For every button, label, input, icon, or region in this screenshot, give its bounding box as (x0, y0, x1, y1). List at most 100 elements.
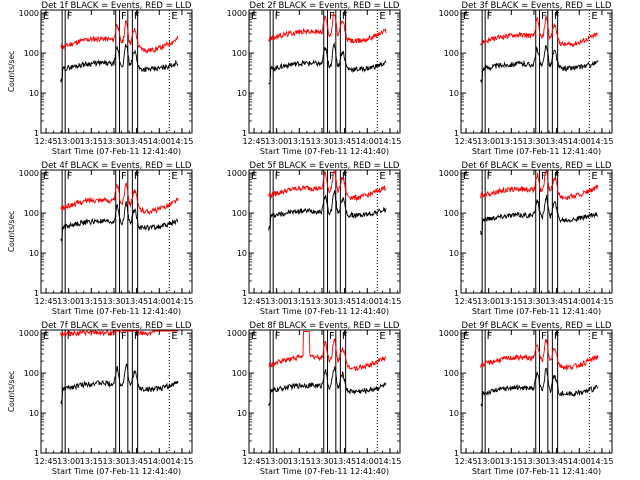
y-tick-label: 100 (232, 369, 247, 378)
x-tick-label: 14:15 (378, 297, 401, 306)
x-axis-label: Start Time (07-Feb-11 12:41:40) (52, 467, 181, 476)
flare-marker-label: F (134, 331, 140, 342)
y-tick-label: 10 (237, 89, 247, 98)
panel-det-8: Det 8f BLACK = Events, RED = LLD 1 10 100 10… (227, 321, 402, 476)
lld-series-line (480, 170, 599, 201)
x-tick-label: 14:15 (170, 137, 193, 146)
flare-marker-label: F (554, 171, 560, 182)
plot-frame (460, 329, 613, 454)
x-tick-label: 12:45 (242, 457, 265, 466)
y-tick-label: 100 (444, 369, 459, 378)
x-tick-label: 14:00 (568, 137, 591, 146)
flare-marker-label: F (554, 331, 560, 342)
flare-marker-label: F (342, 11, 348, 22)
y-tick-label: 100 (24, 209, 39, 218)
flare-marker-label: F (121, 171, 127, 182)
y-tick-label: 10 (449, 89, 459, 98)
x-tick-label: 12:45 (242, 297, 265, 306)
x-tick-label: 12:45 (34, 457, 57, 466)
x-tick-label: 14:00 (356, 137, 379, 146)
flare-marker-label: F (67, 171, 73, 182)
x-axis-label: Start Time (07-Feb-11 12:41:40) (260, 307, 389, 316)
x-tick-label: 12:45 (454, 137, 477, 146)
x-tick-label: 13:00 (265, 137, 288, 146)
y-tick-label: 1 (34, 289, 39, 298)
y-axis-label: Counts/sec (7, 51, 16, 92)
events-series-line (480, 44, 599, 84)
x-tick-label: 13:45 (333, 297, 356, 306)
end-marker-label: E (171, 331, 177, 342)
x-tick-label: 13:30 (522, 137, 545, 146)
y-tick-label: 10 (449, 409, 459, 418)
plot-frame (40, 169, 193, 294)
x-tick-label: 13:00 (57, 137, 80, 146)
x-tick-label: 13:15 (288, 297, 311, 306)
start-marker-label: E (43, 331, 49, 342)
x-tick-label: 12:45 (242, 137, 265, 146)
panel-det-9: Det 9f BLACK = Events, RED = LLD 1 10 100 10… (439, 321, 614, 476)
lld-series-line (268, 12, 387, 44)
x-tick-label: 14:15 (170, 297, 193, 306)
plot-frame (40, 9, 193, 134)
flare-marker-label: F (275, 331, 281, 342)
x-tick-label: 13:00 (265, 297, 288, 306)
lld-series-line (268, 331, 387, 372)
panel-title: Det 1f BLACK = Events, RED = LLD (42, 1, 192, 11)
events-series-line (480, 367, 599, 408)
y-tick-label: 100 (24, 49, 39, 58)
lld-series-line (60, 329, 178, 338)
plot-frame (40, 329, 193, 454)
flare-marker-label: F (342, 171, 348, 182)
y-axis-label: Counts/sec (7, 371, 16, 412)
start-marker-label: E (251, 11, 257, 22)
x-tick-label: 14:15 (590, 457, 613, 466)
x-axis-label: Start Time (07-Feb-11 12:41:40) (52, 147, 181, 156)
y-tick-label: 1000 (439, 9, 459, 18)
panel-det-7: Det 7f BLACK = Events, RED = LLD 1 10 100 10… (7, 321, 193, 476)
x-tick-label: 14:00 (148, 137, 171, 146)
x-tick-label: 13:00 (477, 137, 500, 146)
start-marker-label: E (463, 171, 469, 182)
events-series-line (268, 42, 387, 85)
x-tick-label: 14:15 (170, 457, 193, 466)
start-marker-label: E (251, 171, 257, 182)
x-axis-label: Start Time (07-Feb-11 12:41:40) (52, 307, 181, 316)
x-tick-label: 13:15 (80, 297, 103, 306)
x-tick-label: 13:45 (125, 137, 148, 146)
x-tick-label: 13:00 (477, 457, 500, 466)
end-marker-label: E (379, 11, 385, 22)
x-tick-label: 13:45 (333, 137, 356, 146)
end-marker-label: E (379, 171, 385, 182)
end-marker-label: E (171, 11, 177, 22)
x-tick-label: 14:00 (148, 457, 171, 466)
x-tick-label: 13:45 (545, 297, 568, 306)
y-tick-label: 10 (29, 249, 39, 258)
plot-frame (460, 169, 613, 294)
x-tick-label: 14:00 (148, 297, 171, 306)
flare-marker-label: F (487, 331, 493, 342)
y-tick-label: 100 (444, 49, 459, 58)
y-tick-label: 1000 (227, 9, 247, 18)
panel-det-3: Det 3f BLACK = Events, RED = LLD 1 10 100 10… (439, 1, 614, 156)
y-tick-label: 1000 (19, 9, 39, 18)
y-tick-label: 10 (449, 249, 459, 258)
x-tick-label: 13:00 (477, 297, 500, 306)
flare-marker-label: F (541, 331, 547, 342)
panel-det-4: Det 4f BLACK = Events, RED = LLD 1 10 100 10… (7, 161, 193, 316)
lld-series-line (60, 182, 179, 215)
y-tick-label: 10 (237, 409, 247, 418)
x-tick-label: 13:15 (80, 137, 103, 146)
x-tick-label: 13:30 (102, 297, 125, 306)
panel-title: Det 7f BLACK = Events, RED = LLD (42, 321, 192, 331)
flare-marker-label: F (554, 11, 560, 22)
x-tick-label: 12:45 (454, 297, 477, 306)
y-tick-label: 1000 (439, 169, 459, 178)
flare-marker-label: F (487, 11, 493, 22)
x-tick-label: 13:15 (500, 137, 523, 146)
x-tick-label: 13:45 (125, 297, 148, 306)
x-axis-label: Start Time (07-Feb-11 12:41:40) (472, 307, 601, 316)
y-tick-label: 10 (29, 409, 39, 418)
panel-title: Det 8f BLACK = Events, RED = LLD (250, 321, 400, 331)
x-tick-label: 13:00 (57, 297, 80, 306)
